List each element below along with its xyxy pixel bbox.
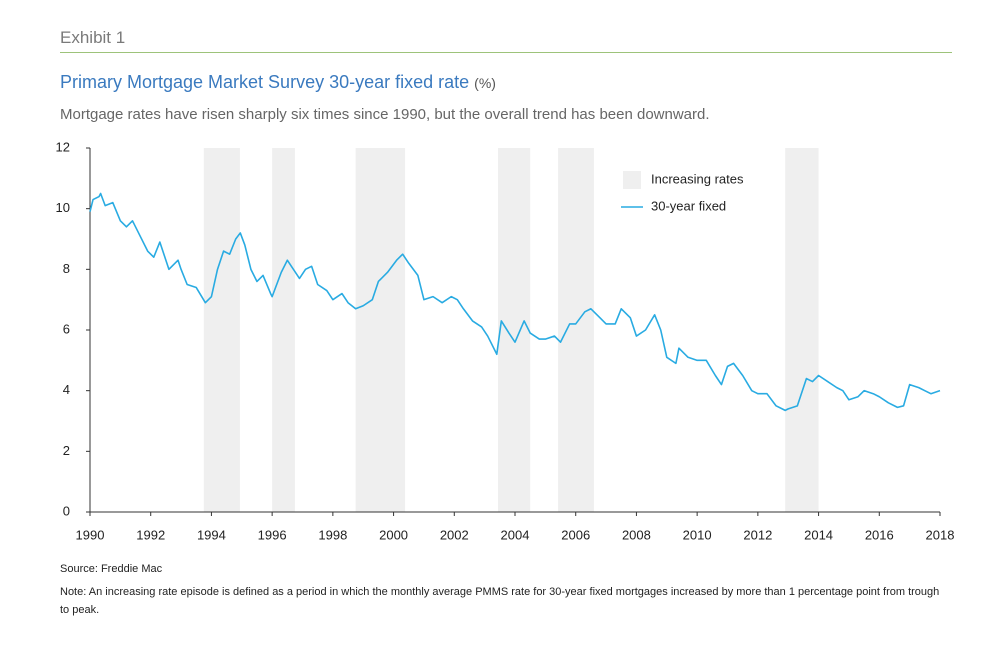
chart-title-block: Primary Mortgage Market Survey 30-year f… [60, 72, 496, 93]
legend-label: Increasing rates [651, 171, 744, 186]
source: Source: Freddie Mac [60, 563, 163, 575]
shaded-episode [498, 148, 531, 512]
exhibit-label: Exhibit 1 [60, 28, 126, 47]
x-tick-label: 1998 [318, 527, 347, 542]
x-tick-label: 2016 [865, 527, 894, 542]
y-tick-label: 4 [63, 382, 70, 397]
x-tick-label: 2010 [683, 527, 712, 542]
legend-swatch [623, 171, 641, 189]
y-tick-label: 0 [63, 503, 70, 518]
shaded-episode [203, 148, 240, 512]
x-tick-label: 2012 [743, 527, 772, 542]
x-tick-label: 2008 [622, 527, 651, 542]
y-tick-label: 8 [63, 261, 70, 276]
chart-subtitle: Mortgage rates have risen sharply six ti… [60, 106, 710, 123]
x-tick-label: 2004 [501, 527, 530, 542]
line-series [89, 192, 941, 412]
y-tick-label: 6 [63, 321, 70, 336]
y-tick-label: 12 [56, 139, 70, 154]
x-tick-label: 1996 [258, 527, 287, 542]
x-tick-label: 1994 [197, 527, 226, 542]
x-tick-label: 1992 [136, 527, 165, 542]
legend-label: 30-year fixed [651, 198, 726, 213]
chart-title: Primary Mortgage Market Survey 30-year f… [60, 72, 470, 92]
shaded-episode [272, 148, 295, 512]
title-unit: (%) [474, 75, 496, 91]
y-tick-label: 2 [63, 443, 70, 458]
note: Note: An increasing rate episode is defi… [60, 586, 940, 616]
x-tick-label: 2014 [804, 527, 833, 542]
x-tick-label: 2002 [440, 527, 469, 542]
header-rule [60, 52, 952, 53]
shaded-episode [785, 148, 819, 512]
shaded-episode [355, 148, 406, 512]
y-tick-label: 10 [56, 200, 70, 215]
x-tick-label: 2000 [379, 527, 408, 542]
x-tick-label: 1990 [76, 527, 105, 542]
shaded-episode [558, 148, 594, 512]
x-tick-label: 2018 [926, 527, 955, 542]
x-tick-label: 2006 [561, 527, 590, 542]
